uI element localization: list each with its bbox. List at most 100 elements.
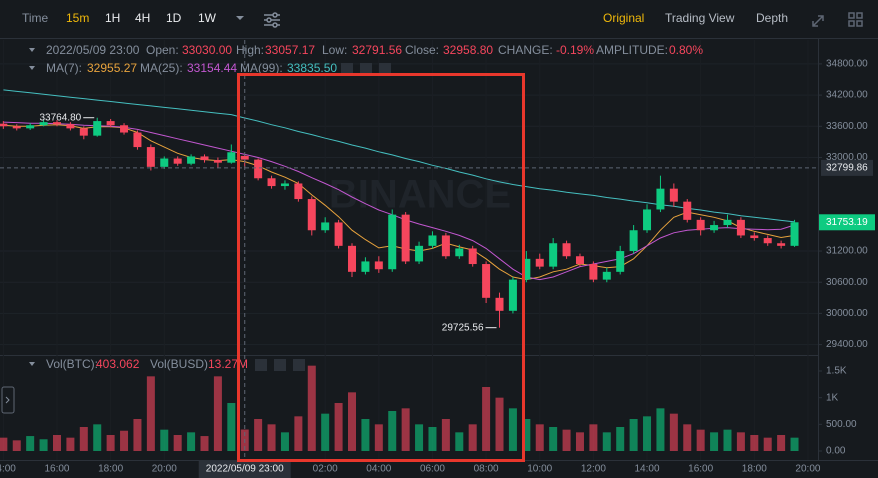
volume-bar [710, 432, 719, 451]
candle-body [267, 178, 276, 187]
volume-bar [106, 435, 115, 451]
ma-line [3, 124, 795, 281]
interval-button[interactable]: 1D [166, 11, 182, 25]
volume-bar [669, 413, 678, 451]
info-value: 33057.17 [265, 43, 315, 57]
x-tick-label: 20:00 [152, 464, 177, 475]
candle-body [294, 183, 303, 200]
volume-bar [401, 408, 410, 451]
candle-body [790, 222, 799, 246]
volume-bar [643, 416, 652, 451]
candle-body [334, 222, 343, 246]
volume-bar [307, 365, 316, 451]
candle-body [12, 126, 21, 129]
volume-bar [160, 429, 169, 451]
info-label: AMPLITUDE: [596, 43, 668, 57]
candle-body [468, 248, 477, 265]
volume-bar [575, 432, 584, 451]
info-label: CHANGE: [498, 43, 553, 57]
settings-icon[interactable] [264, 12, 280, 28]
x-tick-label: 08:00 [474, 464, 499, 475]
y2-tick-label: 500.00 [826, 419, 857, 430]
y2-tick-label: 1.5K [826, 366, 847, 377]
candle-body [187, 156, 196, 164]
volume-bar [508, 408, 517, 451]
overlays: 33764.80 29725.56 32799.86 2022/05/09 23:00… [0, 40, 875, 478]
volume-label: Vol(BTC): [46, 357, 98, 371]
candle-body [696, 219, 705, 231]
fullscreen-icon[interactable] [812, 15, 824, 27]
ma-value: 33835.50 [287, 61, 337, 75]
volume-bar [227, 403, 236, 451]
y-tick-label: 30600.00 [826, 277, 868, 288]
interval-button[interactable]: 15m [66, 11, 89, 25]
y-tick-label: 31200.00 [826, 246, 868, 257]
volume-bar [66, 437, 75, 451]
candle-body [39, 122, 48, 126]
candle-body [522, 258, 531, 280]
candle-body [93, 121, 102, 136]
view-tab[interactable]: Original [603, 11, 644, 25]
view-tab[interactable]: Trading View [665, 11, 735, 25]
view-tab[interactable]: Depth [756, 11, 788, 25]
extreme-label: 33764.80 [40, 112, 82, 123]
x-tick-label: 02:00 [313, 464, 338, 475]
candle-body [307, 199, 316, 231]
candle-body [66, 124, 75, 129]
info-label: Open: [146, 43, 179, 57]
layout-icon[interactable] [848, 12, 863, 27]
candle-body [710, 225, 719, 231]
volume-bar [120, 430, 129, 451]
candle-body [736, 219, 745, 236]
more-intervals[interactable] [236, 16, 244, 20]
volume-bar [736, 432, 745, 451]
volume-bar [522, 419, 531, 451]
candle-body [562, 243, 571, 257]
interval-button[interactable]: 4H [135, 11, 150, 25]
info-value: 0.80% [669, 43, 703, 57]
candle-body [200, 156, 209, 161]
interval-button[interactable]: 1H [105, 11, 120, 25]
candle-body [79, 128, 88, 136]
candle-body [602, 271, 611, 280]
candle-body [629, 230, 638, 252]
candle-body [455, 248, 464, 257]
volume-bar [763, 437, 772, 451]
candle-body [575, 256, 584, 265]
volume-bar [723, 429, 732, 451]
expand-button[interactable] [1, 386, 15, 414]
volume-bar [213, 376, 222, 451]
volume-bar [790, 437, 799, 451]
x-tick-label: 12:00 [581, 464, 606, 475]
volume-bar [535, 424, 544, 451]
volume-bar [133, 419, 142, 451]
volume-bar [12, 440, 21, 451]
volume-bar [173, 435, 182, 451]
info-label: Low: [322, 43, 347, 57]
x-tick-label: 14:00 [0, 464, 16, 475]
volume-bar [361, 419, 370, 451]
volume-value: 403.062 [96, 357, 140, 371]
info-label: Close: [405, 43, 439, 57]
candle-body [777, 243, 786, 246]
candles [0, 117, 799, 328]
volume-bar [696, 429, 705, 451]
candle-body [495, 297, 504, 311]
crosshair-time-badge [198, 461, 291, 478]
ma-value: 32955.27 [87, 61, 137, 75]
x-tick-label: 16:00 [688, 464, 713, 475]
x-tick-label: 04:00 [366, 464, 391, 475]
crosshair-price-badge [821, 159, 873, 176]
volume-bar [629, 419, 638, 451]
candle-body [361, 261, 370, 272]
volume-bar [146, 376, 155, 451]
candle-body [508, 279, 517, 311]
candle-body [280, 183, 289, 187]
info-value: 32791.56 [352, 43, 402, 57]
legend-buttons[interactable] [255, 63, 391, 371]
interval-button[interactable]: 1W [198, 11, 217, 25]
interval-button[interactable]: Time [22, 11, 49, 25]
candle-body [133, 132, 142, 148]
candle-body [26, 125, 35, 129]
